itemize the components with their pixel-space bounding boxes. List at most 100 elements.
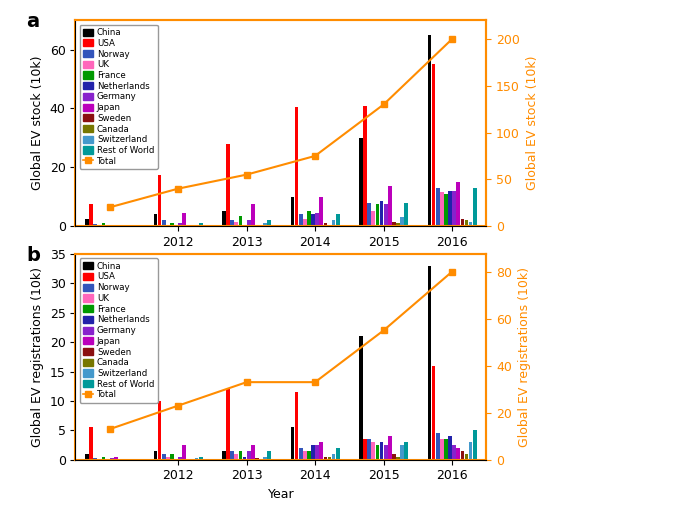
- Bar: [93, 224, 97, 226]
- Bar: [267, 220, 271, 226]
- Bar: [359, 138, 363, 226]
- Bar: [110, 225, 114, 226]
- Bar: [432, 65, 436, 226]
- Bar: [440, 192, 444, 226]
- Bar: [452, 445, 456, 460]
- Bar: [162, 454, 166, 460]
- Bar: [396, 223, 400, 226]
- Bar: [242, 457, 247, 460]
- Text: a: a: [26, 12, 39, 31]
- Bar: [89, 204, 93, 226]
- Bar: [427, 35, 432, 226]
- Bar: [85, 454, 89, 460]
- Bar: [153, 214, 158, 226]
- Bar: [311, 214, 315, 226]
- Bar: [126, 459, 130, 460]
- Bar: [388, 436, 392, 460]
- Bar: [303, 219, 307, 226]
- Y-axis label: Global EV stock (10k): Global EV stock (10k): [32, 56, 45, 190]
- Bar: [97, 225, 101, 226]
- Bar: [432, 366, 436, 460]
- Bar: [473, 430, 477, 460]
- Bar: [469, 442, 473, 460]
- Bar: [375, 445, 379, 460]
- Bar: [89, 427, 93, 460]
- Bar: [473, 188, 477, 226]
- Bar: [319, 442, 323, 460]
- Bar: [456, 182, 460, 226]
- Bar: [166, 225, 170, 226]
- Bar: [182, 445, 186, 460]
- Bar: [263, 223, 267, 226]
- Bar: [247, 220, 251, 226]
- Bar: [404, 442, 408, 460]
- Bar: [170, 454, 174, 460]
- Bar: [375, 204, 379, 226]
- Bar: [299, 448, 303, 460]
- Bar: [327, 457, 332, 460]
- Bar: [255, 458, 259, 460]
- Bar: [178, 223, 182, 226]
- Bar: [222, 211, 226, 226]
- Bar: [452, 191, 456, 226]
- Legend: China, USA, Norway, UK, France, Netherlands, Germany, Japan, Sweden, Canada, Swi: China, USA, Norway, UK, France, Netherla…: [79, 24, 158, 169]
- Bar: [114, 457, 118, 460]
- Bar: [199, 223, 203, 226]
- Bar: [178, 457, 182, 460]
- Bar: [251, 204, 255, 226]
- Bar: [158, 175, 162, 226]
- Bar: [336, 448, 340, 460]
- Bar: [259, 225, 263, 226]
- Bar: [359, 336, 363, 460]
- Bar: [101, 457, 105, 460]
- Bar: [234, 454, 238, 460]
- Bar: [440, 439, 444, 460]
- Bar: [379, 442, 384, 460]
- Bar: [464, 220, 469, 226]
- Bar: [263, 457, 267, 460]
- Bar: [110, 458, 114, 460]
- Bar: [315, 213, 319, 226]
- Bar: [456, 448, 460, 460]
- Bar: [130, 225, 134, 226]
- Bar: [251, 445, 255, 460]
- Bar: [122, 459, 126, 460]
- Bar: [404, 203, 408, 226]
- Bar: [371, 211, 375, 226]
- Bar: [460, 451, 464, 460]
- Bar: [170, 223, 174, 226]
- Bar: [469, 221, 473, 226]
- Bar: [379, 201, 384, 226]
- Bar: [222, 451, 226, 460]
- Bar: [327, 225, 332, 226]
- Bar: [162, 220, 166, 226]
- Bar: [290, 427, 295, 460]
- Bar: [315, 445, 319, 460]
- Bar: [396, 457, 400, 460]
- Bar: [242, 225, 247, 226]
- Bar: [392, 221, 396, 226]
- Bar: [230, 451, 234, 460]
- Y-axis label: Global EV stock (10k): Global EV stock (10k): [525, 56, 538, 190]
- Bar: [444, 439, 448, 460]
- Bar: [436, 188, 440, 226]
- Bar: [247, 451, 251, 460]
- Bar: [105, 459, 110, 460]
- Bar: [400, 217, 404, 226]
- Bar: [199, 457, 203, 460]
- Bar: [158, 401, 162, 460]
- Bar: [311, 445, 315, 460]
- Bar: [166, 457, 170, 460]
- Bar: [226, 389, 230, 460]
- Bar: [101, 223, 105, 226]
- Bar: [226, 144, 230, 226]
- Bar: [238, 451, 242, 460]
- Bar: [299, 214, 303, 226]
- Bar: [363, 106, 367, 226]
- Bar: [363, 439, 367, 460]
- Bar: [460, 219, 464, 226]
- Bar: [290, 197, 295, 226]
- Bar: [388, 186, 392, 226]
- Bar: [234, 221, 238, 226]
- Bar: [295, 392, 299, 460]
